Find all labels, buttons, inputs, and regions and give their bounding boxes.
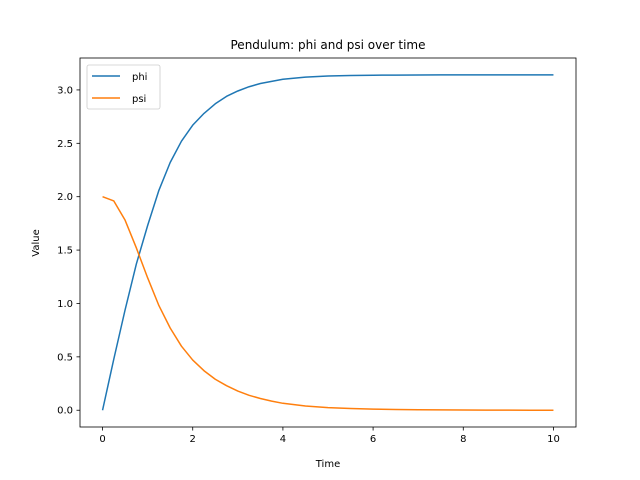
x-tick-label: 4 xyxy=(280,434,286,445)
legend: phi psi xyxy=(86,64,161,110)
y-tick-label: 1.0 xyxy=(57,299,73,310)
plot-lines xyxy=(101,74,554,411)
x-axis: 0 2 4 6 8 10 xyxy=(99,427,560,445)
legend-label-phi: phi xyxy=(132,72,147,83)
y-tick-label: 0.5 xyxy=(57,352,73,363)
legend-box xyxy=(86,64,161,110)
y-tick-label: 0.0 xyxy=(57,406,73,417)
legend-label-psi: psi xyxy=(132,94,146,105)
x-tick-label: 8 xyxy=(460,434,466,445)
y-axis: 0.0 0.5 1.0 1.5 2.0 2.5 3.0 xyxy=(57,85,80,417)
y-tick-label: 2.5 xyxy=(57,139,73,150)
series-line-psi xyxy=(102,195,554,411)
x-axis-label: Time xyxy=(315,459,340,470)
y-tick-label: 1.5 xyxy=(57,246,73,257)
chart-title: Pendulum: phi and psi over time xyxy=(231,38,426,52)
plot-frame xyxy=(79,57,577,428)
y-tick-label: 3.0 xyxy=(57,85,73,96)
x-tick-label: 0 xyxy=(99,434,105,445)
x-tick-label: 10 xyxy=(547,434,560,445)
x-tick-label: 2 xyxy=(190,434,196,445)
y-tick-label: 2.0 xyxy=(57,192,73,203)
y-axis-label: Value xyxy=(31,229,42,256)
x-tick-label: 6 xyxy=(370,434,376,445)
series-line-phi xyxy=(101,74,554,411)
